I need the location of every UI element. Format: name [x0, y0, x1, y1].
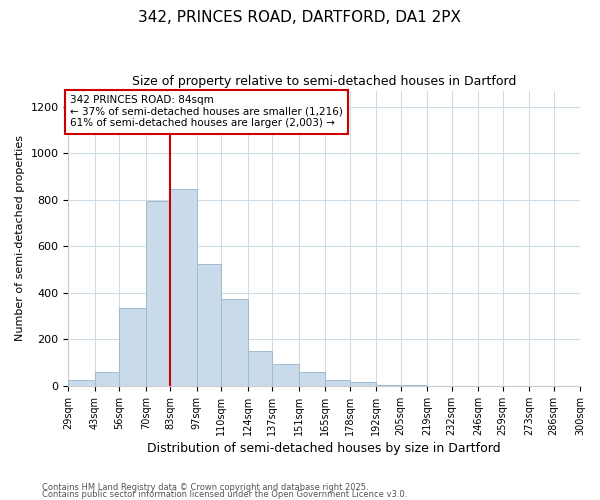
Bar [146, 201, 170, 386]
Bar [119, 308, 146, 386]
Bar [248, 351, 272, 386]
Bar [350, 382, 376, 386]
Bar [95, 372, 119, 386]
Bar [221, 298, 248, 386]
Bar [170, 190, 197, 386]
Title: Size of property relative to semi-detached houses in Dartford: Size of property relative to semi-detach… [132, 75, 517, 88]
Bar [376, 385, 401, 386]
Bar [197, 264, 221, 386]
Bar [272, 364, 299, 386]
X-axis label: Distribution of semi-detached houses by size in Dartford: Distribution of semi-detached houses by … [148, 442, 501, 455]
Y-axis label: Number of semi-detached properties: Number of semi-detached properties [15, 136, 25, 342]
Text: 342 PRINCES ROAD: 84sqm
← 37% of semi-detached houses are smaller (1,216)
61% of: 342 PRINCES ROAD: 84sqm ← 37% of semi-de… [70, 95, 343, 128]
Text: Contains HM Land Registry data © Crown copyright and database right 2025.: Contains HM Land Registry data © Crown c… [42, 484, 368, 492]
Bar [325, 380, 350, 386]
Text: 342, PRINCES ROAD, DARTFORD, DA1 2PX: 342, PRINCES ROAD, DARTFORD, DA1 2PX [139, 10, 461, 25]
Text: Contains public sector information licensed under the Open Government Licence v3: Contains public sector information licen… [42, 490, 407, 499]
Bar [68, 380, 95, 386]
Bar [299, 372, 325, 386]
